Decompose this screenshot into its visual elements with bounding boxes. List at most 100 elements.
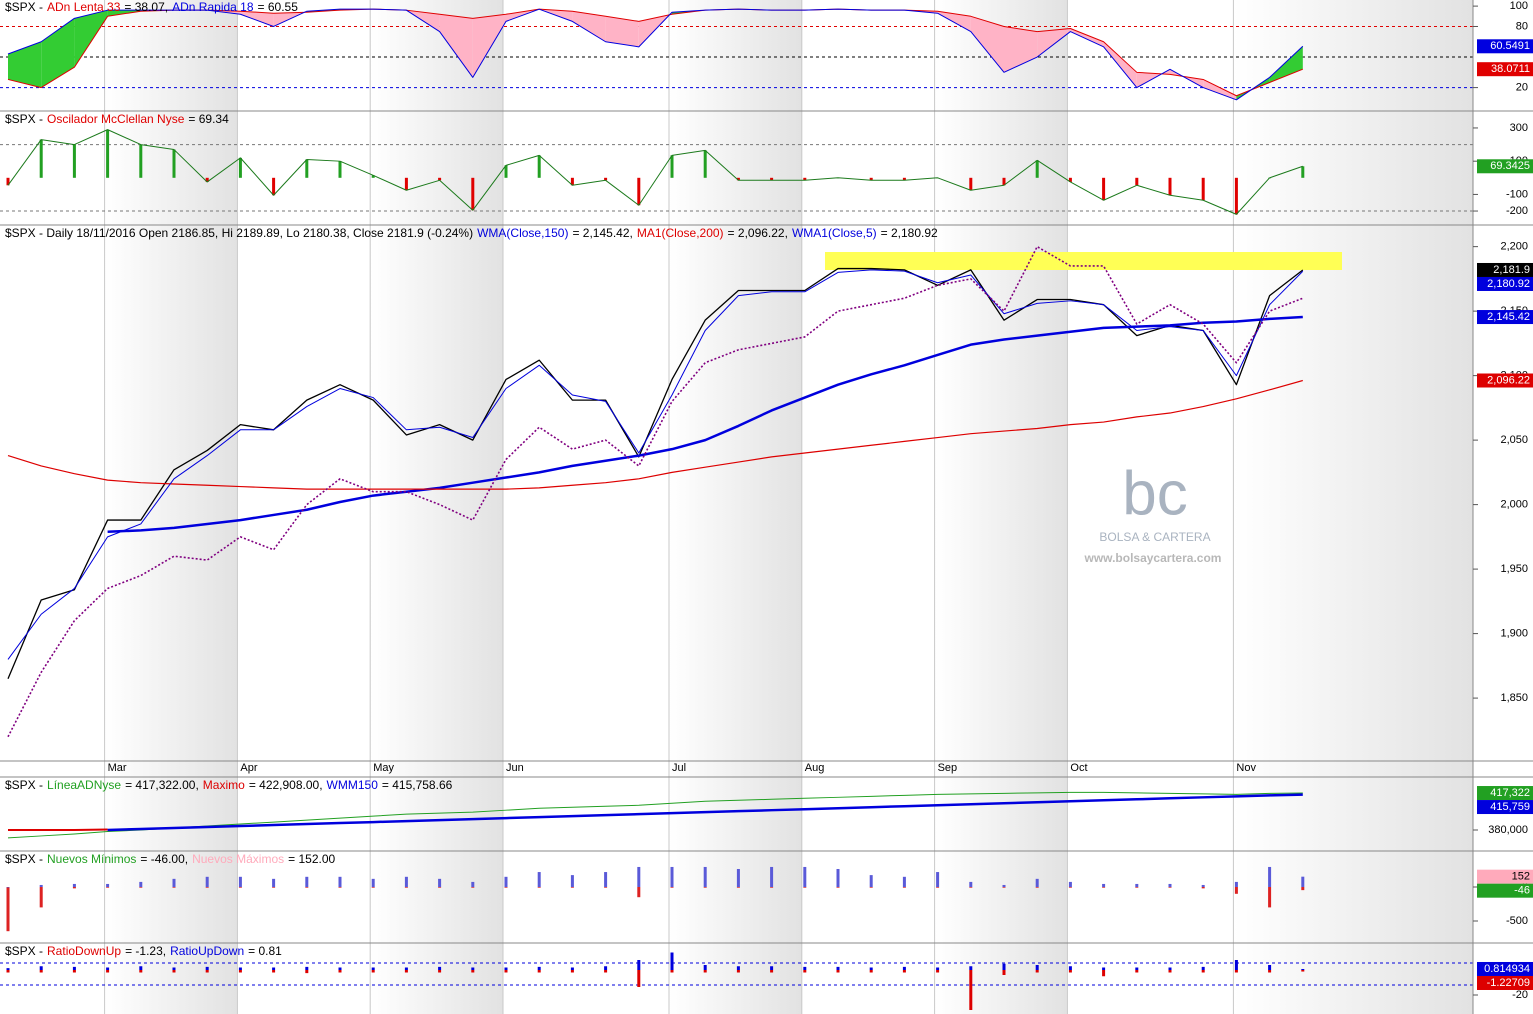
bar	[205, 177, 209, 182]
bar	[39, 884, 43, 888]
bar	[1102, 967, 1106, 970]
panel-header: $SPX - RatioDownUp = -1.23, RatioUpDown = 0.…	[5, 944, 282, 958]
value-label-box	[1477, 961, 1533, 976]
bar	[1168, 970, 1172, 973]
bar	[1035, 160, 1039, 178]
legend-name: LíneaADNyse	[47, 778, 121, 792]
value-label: 417,322	[1490, 787, 1530, 799]
fill-between	[1103, 41, 1137, 88]
bar	[371, 967, 375, 970]
panel-header: $SPX - LíneaADNyse = 417,322.00, Maximo = 42…	[5, 778, 453, 792]
bar	[604, 177, 608, 181]
value-label-box	[1477, 39, 1533, 54]
panel-title: $SPX -	[5, 112, 43, 126]
bar	[39, 970, 43, 973]
bar	[736, 887, 740, 888]
bar	[869, 875, 873, 888]
x-tick-label: Oct	[1070, 762, 1087, 774]
bar	[803, 970, 807, 973]
bar	[272, 967, 276, 970]
fill-between	[472, 14, 506, 78]
x-tick-label: Aug	[805, 762, 825, 774]
panel-header: $SPX - Nuevos Mínimos = -46.00, Nuevos Máxi…	[5, 852, 335, 866]
bar	[902, 887, 906, 888]
month-band	[669, 0, 802, 1014]
value-label-box	[1477, 159, 1533, 174]
legend-name: RatioDownUp	[47, 944, 121, 958]
value-label-box	[1477, 310, 1533, 325]
bar	[72, 970, 76, 973]
bar	[1234, 970, 1238, 973]
bar	[438, 970, 442, 973]
panel-title: $SPX -	[5, 778, 43, 792]
bar	[72, 144, 76, 178]
bar	[338, 887, 342, 888]
bar	[936, 887, 940, 888]
y-tick-label: 300	[1510, 122, 1528, 134]
bar	[1135, 883, 1139, 888]
fill-between	[605, 16, 639, 47]
bar	[338, 876, 342, 888]
bar	[404, 970, 408, 973]
x-tick-label: Jul	[672, 762, 686, 774]
bar	[969, 177, 973, 191]
fill-between	[8, 41, 42, 88]
value-label: -46	[1514, 885, 1530, 897]
bar	[139, 881, 143, 888]
bar	[1068, 887, 1072, 888]
bar	[969, 970, 973, 1010]
bar	[1002, 963, 1006, 970]
y-tick-label: -100	[1506, 188, 1528, 200]
bar	[670, 970, 674, 973]
bar	[6, 887, 10, 888]
value-label: -1.22709	[1487, 977, 1530, 989]
bar	[803, 866, 807, 888]
bar	[205, 970, 209, 973]
bar	[836, 868, 840, 888]
bar	[736, 177, 740, 181]
bar	[537, 887, 541, 888]
bar	[172, 878, 176, 888]
y-tick-label: 1,900	[1500, 628, 1528, 640]
value-label-box	[1477, 800, 1533, 815]
bar	[1135, 177, 1139, 186]
legend-value: = 2,145.42,	[572, 226, 632, 240]
bar	[172, 970, 176, 973]
fill-between	[970, 16, 1004, 73]
value-label: 415,759	[1490, 801, 1530, 813]
legend-value: = -46.00,	[140, 852, 188, 866]
bar	[1168, 887, 1172, 888]
bar	[1168, 967, 1172, 970]
bar	[1268, 887, 1272, 908]
value-label-box	[1477, 869, 1533, 884]
watermark-name: BOLSA & CARTERA	[1099, 530, 1210, 544]
legend-name: WMA1(Close,5)	[792, 226, 877, 240]
bar	[172, 149, 176, 178]
value-label: 0.814934	[1484, 963, 1530, 975]
bar	[272, 177, 276, 196]
bar	[670, 155, 674, 178]
bar	[869, 970, 873, 973]
value-label: 2,096.22	[1487, 374, 1530, 386]
bar	[637, 970, 641, 987]
y-tick-label: 20	[1516, 81, 1528, 93]
bar	[504, 165, 508, 178]
series-line	[7, 379, 1303, 490]
bar	[637, 866, 641, 888]
bar	[305, 876, 309, 888]
bar	[936, 967, 940, 970]
fill-between	[74, 10, 108, 68]
bar	[670, 952, 674, 970]
bar	[6, 968, 10, 970]
bar	[1035, 965, 1039, 970]
bar	[703, 970, 707, 973]
bar	[471, 967, 475, 970]
panel-header: $SPX - ADn Lenta 33 = 38.07, ADn Rapida 18 =…	[5, 0, 298, 14]
value-label-box	[1477, 975, 1533, 990]
fill-between	[240, 11, 274, 27]
bar	[736, 868, 740, 888]
bar	[72, 966, 76, 970]
bar	[39, 139, 43, 178]
legend-value: = 69.34	[188, 112, 229, 126]
legend-value: = 60.55	[258, 0, 299, 14]
